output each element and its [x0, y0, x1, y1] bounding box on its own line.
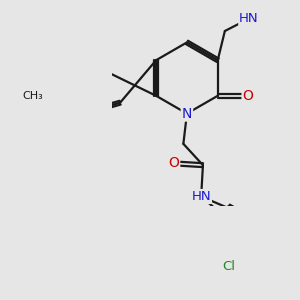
Text: Cl: Cl: [222, 260, 236, 273]
Text: O: O: [242, 89, 253, 103]
Text: HN: HN: [239, 12, 259, 25]
Text: O: O: [168, 156, 179, 170]
Text: CH₃: CH₃: [22, 91, 43, 101]
Text: N: N: [182, 106, 192, 121]
Text: HN: HN: [191, 190, 211, 203]
